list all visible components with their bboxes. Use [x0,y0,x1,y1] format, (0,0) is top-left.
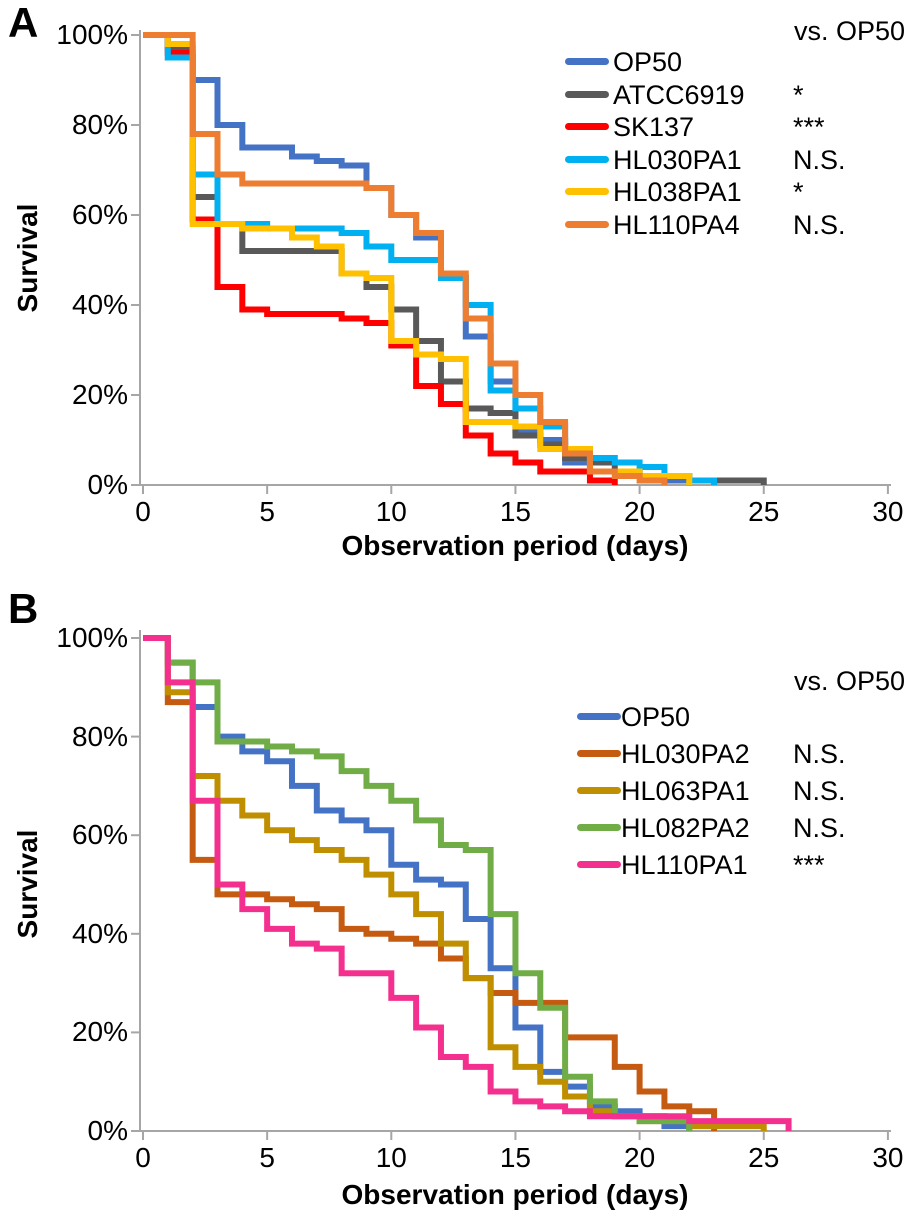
significance-vs-op50: * [793,177,804,208]
legend-item-HL030PA2: HL030PA2 N.S. [577,738,912,770]
x-tick-label: 15 [499,496,532,527]
significance-vs-op50: *** [793,850,825,880]
panel-b-y-axis-title: Survival [12,829,43,939]
y-tick-label: 60% [71,819,128,851]
legend-line-swatch-HL063PA1 [577,787,621,794]
legend-line-swatch-HL030PA1 [565,155,609,163]
legend-label: HL030PA2 [621,739,750,769]
y-tick-label: 40% [71,917,128,949]
legend-item-HL030PA1: HL030PA1 N.S. [565,144,910,176]
legend-line-swatch-OP50 [565,58,609,65]
y-tick-label: 80% [71,720,128,752]
legend-label: OP50 [621,702,691,732]
panel-a-x-axis-title: Observation period (days) [341,530,689,561]
panel-b-legend-header: vs. OP50 [794,666,906,696]
legend-line-swatch-HL030PA2 [577,750,621,757]
x-tick-label: 20 [624,496,656,527]
legend-line-swatch-HL110PA4 [565,221,609,228]
x-tick-label: 0 [135,496,151,527]
y-tick-label: 20% [71,379,128,410]
legend-line-swatch-HL110PA1 [577,861,621,868]
significance-vs-op50: * [793,79,804,110]
y-tick-label: 0% [87,469,128,500]
legend-item-HL110PA1: HL110PA1 *** [577,849,912,881]
legend-item-HL063PA1: HL063PA1 N.S. [577,775,912,807]
survival-curve-HL110PA1 [143,635,792,1131]
x-tick-label: 25 [748,1142,780,1173]
panel-a-y-axis-title: Survival [12,203,43,313]
panel-b-letter: B [8,585,39,632]
y-tick-label: 20% [71,1016,128,1048]
x-tick-label: 0 [135,1142,151,1173]
significance-vs-op50: N.S. [793,144,846,175]
legend-label: HL030PA1 [613,144,742,175]
legend-label: ATCC6919 [613,79,745,110]
survival-curve-HL110PA4 [143,32,668,485]
significance-vs-op50: N.S. [793,210,846,240]
y-tick-label: 60% [71,199,128,230]
x-tick-label: 15 [499,1142,532,1173]
legend-label: HL110PA1 [621,850,748,880]
x-tick-label: 10 [375,1142,407,1173]
significance-vs-op50: N.S. [793,813,846,843]
legend-item-HL110PA4: HL110PA4 N.S. [565,209,910,241]
legend-line-swatch-HL082PA2 [577,824,621,831]
survival-curve-HL030PA2 [143,635,718,1131]
x-tick-label: 5 [259,496,275,527]
legend-line-swatch-SK137 [565,123,609,131]
legend-label: HL038PA1 [613,177,742,208]
y-tick-label: 80% [71,109,128,140]
legend-item-OP50: OP50 [577,701,912,733]
x-tick-label: 25 [748,496,780,527]
y-tick-label: 100% [56,19,128,50]
y-tick-label: 40% [71,289,128,320]
y-tick-label: 100% [56,622,128,653]
survival-curve-HL082PA2 [143,635,693,1131]
significance-vs-op50: N.S. [793,739,846,769]
panel-a-letter: A [8,0,39,46]
legend-label: HL082PA2 [621,813,750,843]
y-tick-label: 0% [87,1115,128,1146]
legend-item-HL038PA1: HL038PA1 * [565,176,910,208]
panel-b-x-axis-title: Observation period (days) [341,1179,689,1210]
x-tick-label: 30 [872,1142,904,1173]
x-tick-label: 5 [259,1142,275,1173]
panel-a-legend-header: vs. OP50 [794,16,906,46]
significance-vs-op50: *** [793,112,825,143]
legend-label: HL063PA1 [621,776,750,806]
legend-line-swatch-OP50 [577,713,621,720]
significance-vs-op50: N.S. [793,776,846,806]
legend-item-OP50: OP50 [565,46,910,78]
legend-item-HL082PA2: HL082PA2 N.S. [577,812,912,844]
legend-line-swatch-ATCC6919 [565,90,609,98]
legend-line-swatch-HL038PA1 [565,188,609,196]
survival-curve-SK137 [143,32,618,485]
legend-item-ATCC6919: ATCC6919 * [565,79,910,111]
legend-label: SK137 [613,112,695,143]
x-tick-label: 30 [872,496,904,527]
x-tick-label: 10 [375,496,407,527]
legend-label: HL110PA4 [613,210,740,240]
x-tick-label: 20 [624,1142,656,1173]
legend-item-SK137: SK137 *** [565,111,910,143]
legend-label: OP50 [613,47,683,77]
